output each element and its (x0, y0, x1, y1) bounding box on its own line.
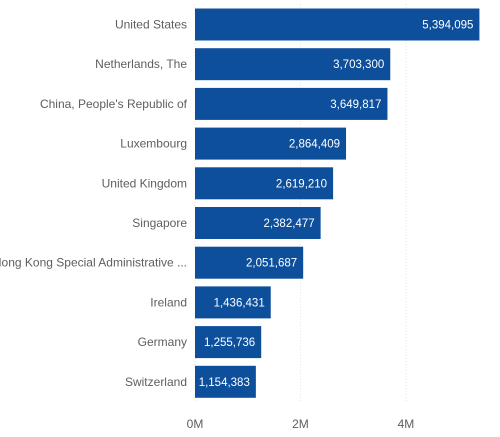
bar[interactable] (195, 87, 388, 120)
bar-value-label: 3,703,300 (333, 59, 384, 71)
category-label: Switzerland (125, 375, 187, 389)
category-label: United Kingdom (102, 176, 187, 190)
category-label: Singapore (132, 216, 187, 230)
bars: 5,394,095 3,703,300 3,649,817 2,864,409 2,61… (195, 8, 480, 398)
category-label: Germany (138, 335, 187, 349)
bar-value-label: 2,619,210 (276, 178, 327, 190)
bar-value-label: 5,394,095 (422, 20, 473, 32)
bar[interactable] (195, 207, 321, 239)
bar[interactable] (195, 246, 304, 279)
bar-value-label: 3,649,817 (330, 99, 381, 111)
bar[interactable] (195, 8, 480, 41)
bar-value-label: 1,255,736 (204, 337, 255, 349)
bar-value-label: 2,864,409 (289, 139, 340, 151)
bar-value-label: 1,436,431 (214, 297, 265, 309)
bar-value-label: 1,154,383 (199, 377, 250, 389)
category-label: Ireland (150, 295, 187, 309)
x-tick-label: 0M (187, 417, 204, 431)
x-tick-label: 4M (398, 417, 415, 431)
x-tick-label: 2M (292, 417, 309, 431)
category-label: United States (115, 18, 187, 32)
bar[interactable] (195, 326, 262, 359)
bar[interactable] (195, 48, 391, 81)
bar[interactable] (195, 365, 256, 398)
bar-value-label: 2,051,687 (246, 258, 297, 270)
category-label: China, People's Republic of (40, 97, 188, 111)
x-axis-ticks: 0M 2M 4M (187, 417, 415, 431)
bar[interactable] (195, 286, 271, 319)
bar[interactable] (195, 127, 347, 160)
bar-value-label: 2,382,477 (263, 218, 314, 230)
category-labels: United States Netherlands, The China, Peop… (0, 18, 188, 389)
category-label: Hong Kong Special Administrative ... (0, 256, 187, 270)
category-label: Netherlands, The (95, 57, 187, 71)
category-label: Luxembourg (120, 137, 187, 151)
bar[interactable] (195, 167, 334, 200)
